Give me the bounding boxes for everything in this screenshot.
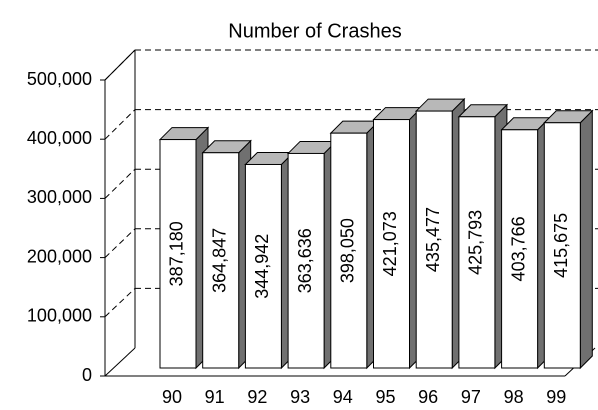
value-label: 344,942 — [252, 234, 272, 299]
bar-front — [159, 139, 197, 369]
y-tick-label: 500,000 — [27, 69, 92, 89]
bar-front — [330, 132, 368, 369]
bar — [244, 151, 295, 370]
y-tick-label: 400,000 — [27, 128, 92, 148]
chart-title: Number of Crashes — [228, 20, 401, 42]
y-tick-label: 200,000 — [27, 246, 92, 266]
wall-grid-line — [104, 228, 136, 258]
bar-front — [202, 152, 240, 369]
bar-front — [373, 119, 410, 369]
value-label: 425,793 — [466, 210, 486, 275]
value-label: 398,050 — [338, 218, 358, 283]
bar-side — [579, 109, 593, 370]
bar-front — [244, 163, 282, 369]
x-tick-label: 95 — [375, 387, 395, 407]
value-label: 387,180 — [167, 221, 187, 286]
bar-front — [415, 110, 453, 369]
x-tick-label: 96 — [418, 387, 438, 407]
value-label: 435,477 — [423, 207, 443, 272]
bar — [457, 103, 509, 370]
bar-front — [501, 129, 539, 369]
y-tick-label: 100,000 — [27, 306, 92, 326]
wall-grid-line — [104, 288, 136, 318]
floor-left — [104, 347, 136, 377]
y-tick-label: 0 — [82, 365, 92, 385]
value-label: 364,847 — [209, 228, 229, 293]
wall-grid-line — [104, 49, 136, 81]
bar — [414, 97, 466, 370]
x-tick-label: 93 — [290, 387, 310, 407]
wall-grid-line — [104, 109, 136, 140]
bar-front — [287, 152, 325, 369]
value-label: 363,636 — [295, 228, 315, 293]
bar-front — [543, 122, 581, 369]
value-label: 403,766 — [508, 216, 528, 281]
x-tick-label: 94 — [333, 387, 353, 407]
y-tick-label: 300,000 — [27, 187, 92, 207]
x-tick-label: 91 — [205, 387, 225, 407]
bar — [543, 109, 594, 370]
value-label: 415,675 — [551, 213, 571, 278]
bar — [372, 106, 423, 370]
x-tick-label: 99 — [546, 387, 566, 407]
x-tick-label: 97 — [461, 387, 481, 407]
wall-grid-line — [104, 168, 136, 199]
x-tick-label: 90 — [162, 387, 182, 407]
x-tick-label: 92 — [247, 387, 267, 407]
x-tick-label: 98 — [504, 387, 524, 407]
value-label: 421,073 — [380, 211, 400, 276]
bar-front — [458, 116, 496, 369]
